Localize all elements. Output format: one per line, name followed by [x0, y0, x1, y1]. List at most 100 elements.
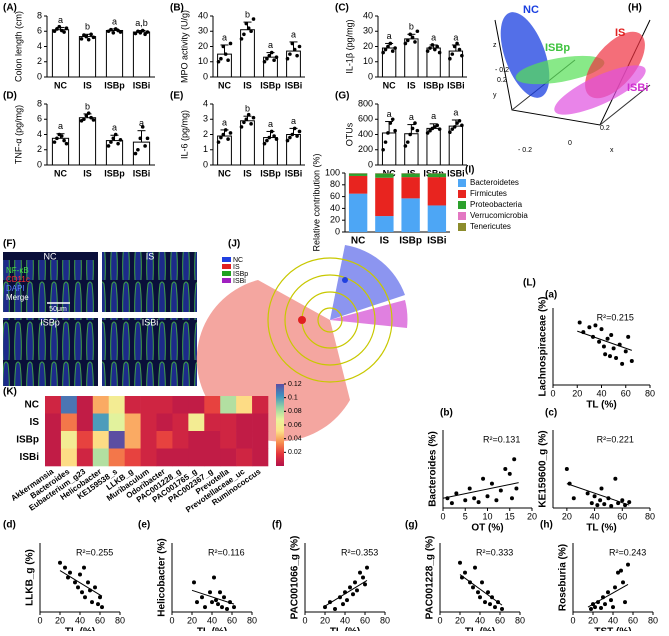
data-point — [146, 30, 150, 34]
data-point — [416, 129, 420, 133]
row-label: ISBi — [20, 452, 40, 463]
legend-swatch — [458, 201, 466, 209]
data-point — [600, 487, 604, 491]
y-axis-label: PAC001228_g (%) — [425, 536, 436, 620]
x-axis-label: TL (%) — [586, 523, 616, 534]
x-tick-label: ISBi — [133, 168, 151, 178]
significance-letter: a — [268, 119, 273, 129]
data-point — [426, 49, 430, 53]
x-tick-label: IS — [243, 168, 252, 178]
data-point — [435, 45, 439, 49]
data-point — [609, 504, 613, 508]
y-tick-label: 8 — [37, 98, 42, 108]
data-point — [619, 569, 623, 573]
bar-segment — [375, 174, 393, 178]
x-tick-label: ISBi — [447, 80, 465, 90]
heatmap-cell — [204, 396, 220, 414]
axis-text: y — [493, 92, 497, 99]
y-tick-label: 1 — [203, 144, 208, 154]
legend-swatch — [458, 179, 466, 187]
bar — [405, 134, 418, 165]
data-point — [404, 42, 408, 46]
data-point — [458, 48, 462, 52]
data-point — [463, 571, 467, 575]
trend-line — [588, 584, 628, 607]
data-point — [219, 136, 223, 140]
y-axis-label: Colon length (cm) — [13, 11, 23, 82]
data-point — [612, 346, 616, 350]
annotation: R²=0.116 — [208, 547, 245, 557]
x-axis-label: OT (%) — [471, 523, 503, 534]
x-axis-label: TL (%) — [465, 627, 495, 631]
data-point — [406, 39, 410, 43]
significance-letter: a — [222, 32, 227, 42]
data-point — [136, 148, 140, 152]
clade-node — [342, 277, 348, 283]
significance-letter: a — [291, 29, 296, 39]
data-point — [355, 588, 359, 592]
x-axis-label: TL (%) — [586, 400, 616, 411]
data-point — [606, 337, 610, 341]
data-point — [222, 45, 226, 49]
data-point — [598, 498, 602, 502]
legend-swatch — [458, 212, 466, 220]
data-point — [333, 607, 337, 611]
data-point — [460, 124, 464, 128]
x-tick-label: IS — [407, 80, 416, 90]
x-tick-label: 40 — [340, 615, 350, 625]
y-tick-label: 40 — [330, 203, 340, 213]
data-point — [87, 111, 91, 115]
data-point — [272, 58, 276, 62]
x-tick-label: ISBi — [447, 168, 465, 178]
stain-label: CD11c — [6, 275, 30, 284]
data-point — [80, 590, 84, 594]
data-point — [586, 491, 590, 495]
x-tick-label: 15 — [505, 511, 515, 521]
data-point — [62, 30, 66, 34]
colorbar-tick-label: 0.08 — [288, 408, 302, 415]
heatmap-cell — [93, 449, 109, 467]
data-point — [192, 580, 196, 584]
y-tick-label: 0 — [37, 71, 42, 81]
data-point — [275, 55, 279, 59]
data-point — [232, 605, 236, 609]
data-point — [408, 33, 412, 37]
data-point — [448, 57, 452, 61]
data-point — [468, 487, 472, 491]
x-tick-label: 40 — [475, 615, 485, 625]
data-point — [609, 333, 613, 337]
y-axis-label: OTUs — [344, 122, 354, 146]
data-point — [270, 130, 274, 134]
panel-label: (F) — [3, 239, 16, 250]
data-point — [433, 48, 437, 52]
y-tick-label: 8 — [37, 10, 42, 20]
data-point — [203, 605, 207, 609]
data-point — [381, 148, 385, 152]
data-point — [480, 580, 484, 584]
heatmap-cell — [188, 431, 204, 449]
heatmap-cell — [125, 414, 141, 432]
data-point — [503, 467, 507, 471]
heatmap-cell — [220, 431, 236, 449]
significance-letter: b — [85, 101, 90, 111]
heatmap-cell — [220, 414, 236, 432]
data-point — [263, 60, 267, 64]
data-point — [268, 54, 272, 58]
data-point — [438, 51, 442, 55]
data-point — [141, 29, 145, 33]
data-point — [614, 356, 618, 360]
data-point — [68, 571, 72, 575]
x-axis-label: TST (%) — [594, 627, 631, 631]
data-point — [620, 362, 624, 366]
data-point — [450, 52, 454, 56]
x-tick-label: 80 — [115, 615, 125, 625]
trend-line — [567, 484, 629, 505]
bar-segment — [428, 177, 446, 205]
data-point — [76, 585, 80, 589]
data-point — [112, 31, 116, 35]
data-point — [450, 501, 454, 505]
x-tick-label: 0 — [302, 615, 307, 625]
axis-text: x — [610, 147, 614, 154]
x-tick-label: 80 — [247, 615, 257, 625]
y-tick-label: 0 — [203, 71, 208, 81]
